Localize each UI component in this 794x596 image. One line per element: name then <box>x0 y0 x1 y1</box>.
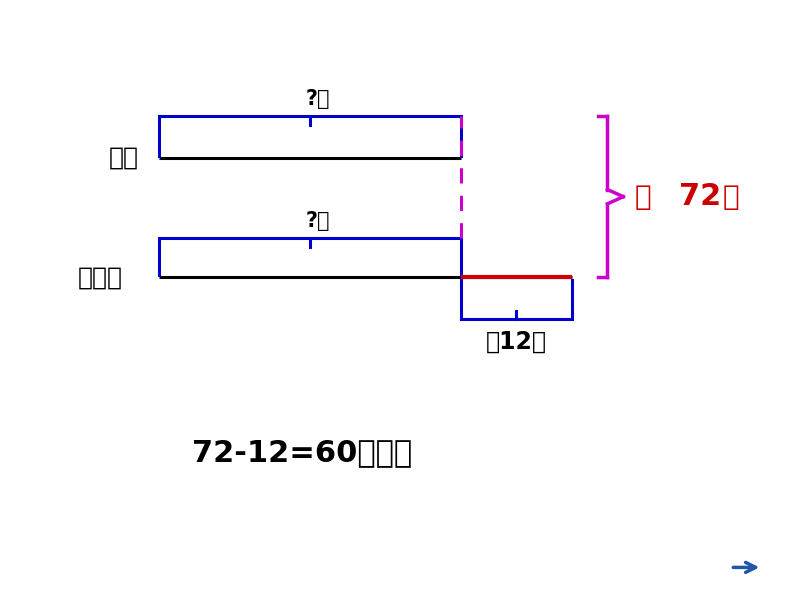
Text: 72: 72 <box>679 182 721 211</box>
Text: 鐵头: 鐵头 <box>109 146 139 170</box>
Text: 朵: 朵 <box>723 183 739 210</box>
Text: 72-12=60（朵）: 72-12=60（朵） <box>191 439 412 467</box>
Text: 共: 共 <box>635 183 661 210</box>
Text: ?朵: ?朵 <box>306 89 330 109</box>
Text: ?朵: ?朵 <box>306 211 330 231</box>
Text: 多12朵: 多12朵 <box>486 330 546 353</box>
Text: 姜小牙: 姜小牙 <box>78 265 123 289</box>
